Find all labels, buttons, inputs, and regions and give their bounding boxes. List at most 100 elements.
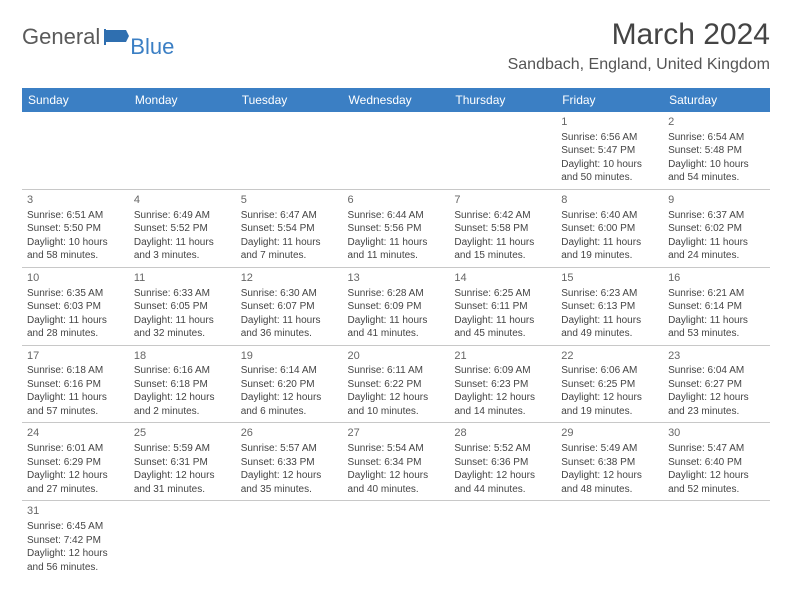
sunrise-text: Sunrise: 6:28 AM — [348, 287, 445, 301]
sunset-text: Sunset: 6:18 PM — [134, 378, 231, 392]
daylight-text: Daylight: 12 hours — [27, 547, 124, 561]
calendar-cell: 6Sunrise: 6:44 AMSunset: 5:56 PMDaylight… — [343, 189, 450, 267]
daylight-text: Daylight: 11 hours — [241, 236, 338, 250]
sunrise-text: Sunrise: 6:09 AM — [454, 364, 551, 378]
flag-icon — [104, 27, 130, 45]
sunset-text: Sunset: 6:14 PM — [668, 300, 765, 314]
daylight-text: and 48 minutes. — [561, 483, 658, 497]
sunrise-text: Sunrise: 6:01 AM — [27, 442, 124, 456]
header: General Blue March 2024 Sandbach, Englan… — [22, 18, 770, 74]
calendar-cell: 2Sunrise: 6:54 AMSunset: 5:48 PMDaylight… — [663, 112, 770, 189]
sunrise-text: Sunrise: 5:59 AM — [134, 442, 231, 456]
sunrise-text: Sunrise: 6:11 AM — [348, 364, 445, 378]
col-sunday: Sunday — [22, 88, 129, 112]
col-monday: Monday — [129, 88, 236, 112]
day-number: 3 — [27, 193, 124, 208]
page-title: March 2024 — [508, 18, 770, 52]
day-number: 16 — [668, 271, 765, 286]
calendar-cell: 3Sunrise: 6:51 AMSunset: 5:50 PMDaylight… — [22, 189, 129, 267]
sunrise-text: Sunrise: 6:30 AM — [241, 287, 338, 301]
calendar-cell: 25Sunrise: 5:59 AMSunset: 6:31 PMDayligh… — [129, 423, 236, 501]
sunset-text: Sunset: 6:27 PM — [668, 378, 765, 392]
calendar-cell: 22Sunrise: 6:06 AMSunset: 6:25 PMDayligh… — [556, 345, 663, 423]
calendar-cell — [343, 112, 450, 189]
daylight-text: Daylight: 11 hours — [134, 314, 231, 328]
sunset-text: Sunset: 6:07 PM — [241, 300, 338, 314]
daylight-text: and 56 minutes. — [27, 561, 124, 575]
calendar-row: 3Sunrise: 6:51 AMSunset: 5:50 PMDaylight… — [22, 189, 770, 267]
sunset-text: Sunset: 5:56 PM — [348, 222, 445, 236]
sunset-text: Sunset: 6:29 PM — [27, 456, 124, 470]
sunset-text: Sunset: 6:03 PM — [27, 300, 124, 314]
sunset-text: Sunset: 6:33 PM — [241, 456, 338, 470]
calendar-cell: 13Sunrise: 6:28 AMSunset: 6:09 PMDayligh… — [343, 267, 450, 345]
daylight-text: and 27 minutes. — [27, 483, 124, 497]
daylight-text: Daylight: 11 hours — [561, 236, 658, 250]
daylight-text: Daylight: 12 hours — [134, 469, 231, 483]
sunrise-text: Sunrise: 5:57 AM — [241, 442, 338, 456]
day-number: 24 — [27, 426, 124, 441]
day-number: 13 — [348, 271, 445, 286]
calendar-cell: 4Sunrise: 6:49 AMSunset: 5:52 PMDaylight… — [129, 189, 236, 267]
daylight-text: Daylight: 11 hours — [668, 236, 765, 250]
daylight-text: Daylight: 11 hours — [27, 391, 124, 405]
title-block: March 2024 Sandbach, England, United Kin… — [508, 18, 770, 74]
sunrise-text: Sunrise: 6:06 AM — [561, 364, 658, 378]
sunset-text: Sunset: 6:34 PM — [348, 456, 445, 470]
daylight-text: Daylight: 11 hours — [348, 314, 445, 328]
logo: General Blue — [22, 24, 176, 50]
sunset-text: Sunset: 6:13 PM — [561, 300, 658, 314]
calendar-cell: 10Sunrise: 6:35 AMSunset: 6:03 PMDayligh… — [22, 267, 129, 345]
calendar-cell: 5Sunrise: 6:47 AMSunset: 5:54 PMDaylight… — [236, 189, 343, 267]
sunset-text: Sunset: 5:47 PM — [561, 144, 658, 158]
sunrise-text: Sunrise: 6:42 AM — [454, 209, 551, 223]
daylight-text: Daylight: 12 hours — [668, 391, 765, 405]
calendar-cell: 9Sunrise: 6:37 AMSunset: 6:02 PMDaylight… — [663, 189, 770, 267]
daylight-text: and 3 minutes. — [134, 249, 231, 263]
day-number: 21 — [454, 349, 551, 364]
calendar-cell — [449, 112, 556, 189]
sunrise-text: Sunrise: 6:16 AM — [134, 364, 231, 378]
day-number: 17 — [27, 349, 124, 364]
day-number: 11 — [134, 271, 231, 286]
calendar-cell — [129, 501, 236, 578]
daylight-text: Daylight: 11 hours — [454, 314, 551, 328]
col-thursday: Thursday — [449, 88, 556, 112]
calendar-cell: 27Sunrise: 5:54 AMSunset: 6:34 PMDayligh… — [343, 423, 450, 501]
daylight-text: and 6 minutes. — [241, 405, 338, 419]
daylight-text: and 31 minutes. — [134, 483, 231, 497]
daylight-text: Daylight: 11 hours — [454, 236, 551, 250]
sunrise-text: Sunrise: 5:47 AM — [668, 442, 765, 456]
calendar-cell — [449, 501, 556, 578]
daylight-text: and 15 minutes. — [454, 249, 551, 263]
logo-text-blue: Blue — [130, 34, 174, 60]
daylight-text: Daylight: 11 hours — [348, 236, 445, 250]
day-number: 25 — [134, 426, 231, 441]
daylight-text: and 44 minutes. — [454, 483, 551, 497]
calendar-cell: 11Sunrise: 6:33 AMSunset: 6:05 PMDayligh… — [129, 267, 236, 345]
daylight-text: Daylight: 11 hours — [134, 236, 231, 250]
calendar-cell: 18Sunrise: 6:16 AMSunset: 6:18 PMDayligh… — [129, 345, 236, 423]
day-number: 29 — [561, 426, 658, 441]
sunrise-text: Sunrise: 6:51 AM — [27, 209, 124, 223]
sunrise-text: Sunrise: 6:56 AM — [561, 131, 658, 145]
sunset-text: Sunset: 5:54 PM — [241, 222, 338, 236]
daylight-text: and 32 minutes. — [134, 327, 231, 341]
day-number: 22 — [561, 349, 658, 364]
day-number: 2 — [668, 115, 765, 130]
daylight-text: and 53 minutes. — [668, 327, 765, 341]
calendar-row: 31Sunrise: 6:45 AMSunset: 7:42 PMDayligh… — [22, 501, 770, 578]
day-number: 20 — [348, 349, 445, 364]
daylight-text: Daylight: 12 hours — [668, 469, 765, 483]
col-saturday: Saturday — [663, 88, 770, 112]
daylight-text: Daylight: 11 hours — [668, 314, 765, 328]
calendar-table: Sunday Monday Tuesday Wednesday Thursday… — [22, 88, 770, 578]
daylight-text: Daylight: 12 hours — [561, 469, 658, 483]
daylight-text: Daylight: 12 hours — [27, 469, 124, 483]
daylight-text: and 36 minutes. — [241, 327, 338, 341]
calendar-cell: 16Sunrise: 6:21 AMSunset: 6:14 PMDayligh… — [663, 267, 770, 345]
daylight-text: and 14 minutes. — [454, 405, 551, 419]
calendar-cell: 19Sunrise: 6:14 AMSunset: 6:20 PMDayligh… — [236, 345, 343, 423]
calendar-cell: 31Sunrise: 6:45 AMSunset: 7:42 PMDayligh… — [22, 501, 129, 578]
calendar-cell: 14Sunrise: 6:25 AMSunset: 6:11 PMDayligh… — [449, 267, 556, 345]
